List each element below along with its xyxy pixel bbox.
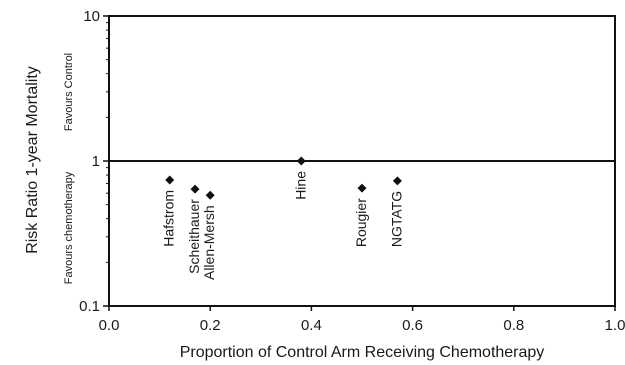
axes: 0.0 0.2 0.4 0.6 0.8 1.0 0.1 1 10 — [79, 8, 625, 334]
y-tick-label: 0.1 — [79, 298, 100, 315]
point-label: NGTATG — [388, 191, 404, 247]
y-tick-label: 10 — [83, 8, 100, 25]
x-tick-label: 1.0 — [605, 317, 625, 334]
x-tick-label: 0.6 — [402, 317, 423, 334]
favours-chemotherapy-label: Favours chemotherapy — [63, 171, 75, 284]
point-label: Hine — [292, 171, 308, 200]
data-point — [165, 175, 175, 185]
x-tick-label: 0.8 — [503, 317, 524, 334]
point-label: Scheithauer — [186, 199, 202, 274]
favours-control-label: Favours Control — [63, 53, 75, 131]
data-points: Hafstrom Scheithauer Allen-Mersh Hine Rougie… — [161, 156, 404, 280]
data-point — [357, 183, 367, 193]
x-tick-label: 0.4 — [301, 317, 322, 334]
data-point — [190, 184, 200, 194]
x-tick-label: 0.2 — [200, 317, 221, 334]
data-point — [205, 190, 215, 200]
point-label: Rougier — [353, 198, 369, 247]
y-tick-label: 1 — [92, 153, 100, 170]
y-axis-title: Risk Ratio 1-year Mortality — [24, 66, 41, 254]
point-label: Hafstrom — [161, 190, 177, 247]
data-point — [296, 156, 306, 166]
x-tick-label: 0.0 — [99, 317, 120, 334]
x-axis-title: Proportion of Control Arm Receiving Chem… — [180, 344, 545, 361]
data-point — [392, 176, 402, 186]
point-label: Allen-Mersh — [201, 205, 217, 280]
